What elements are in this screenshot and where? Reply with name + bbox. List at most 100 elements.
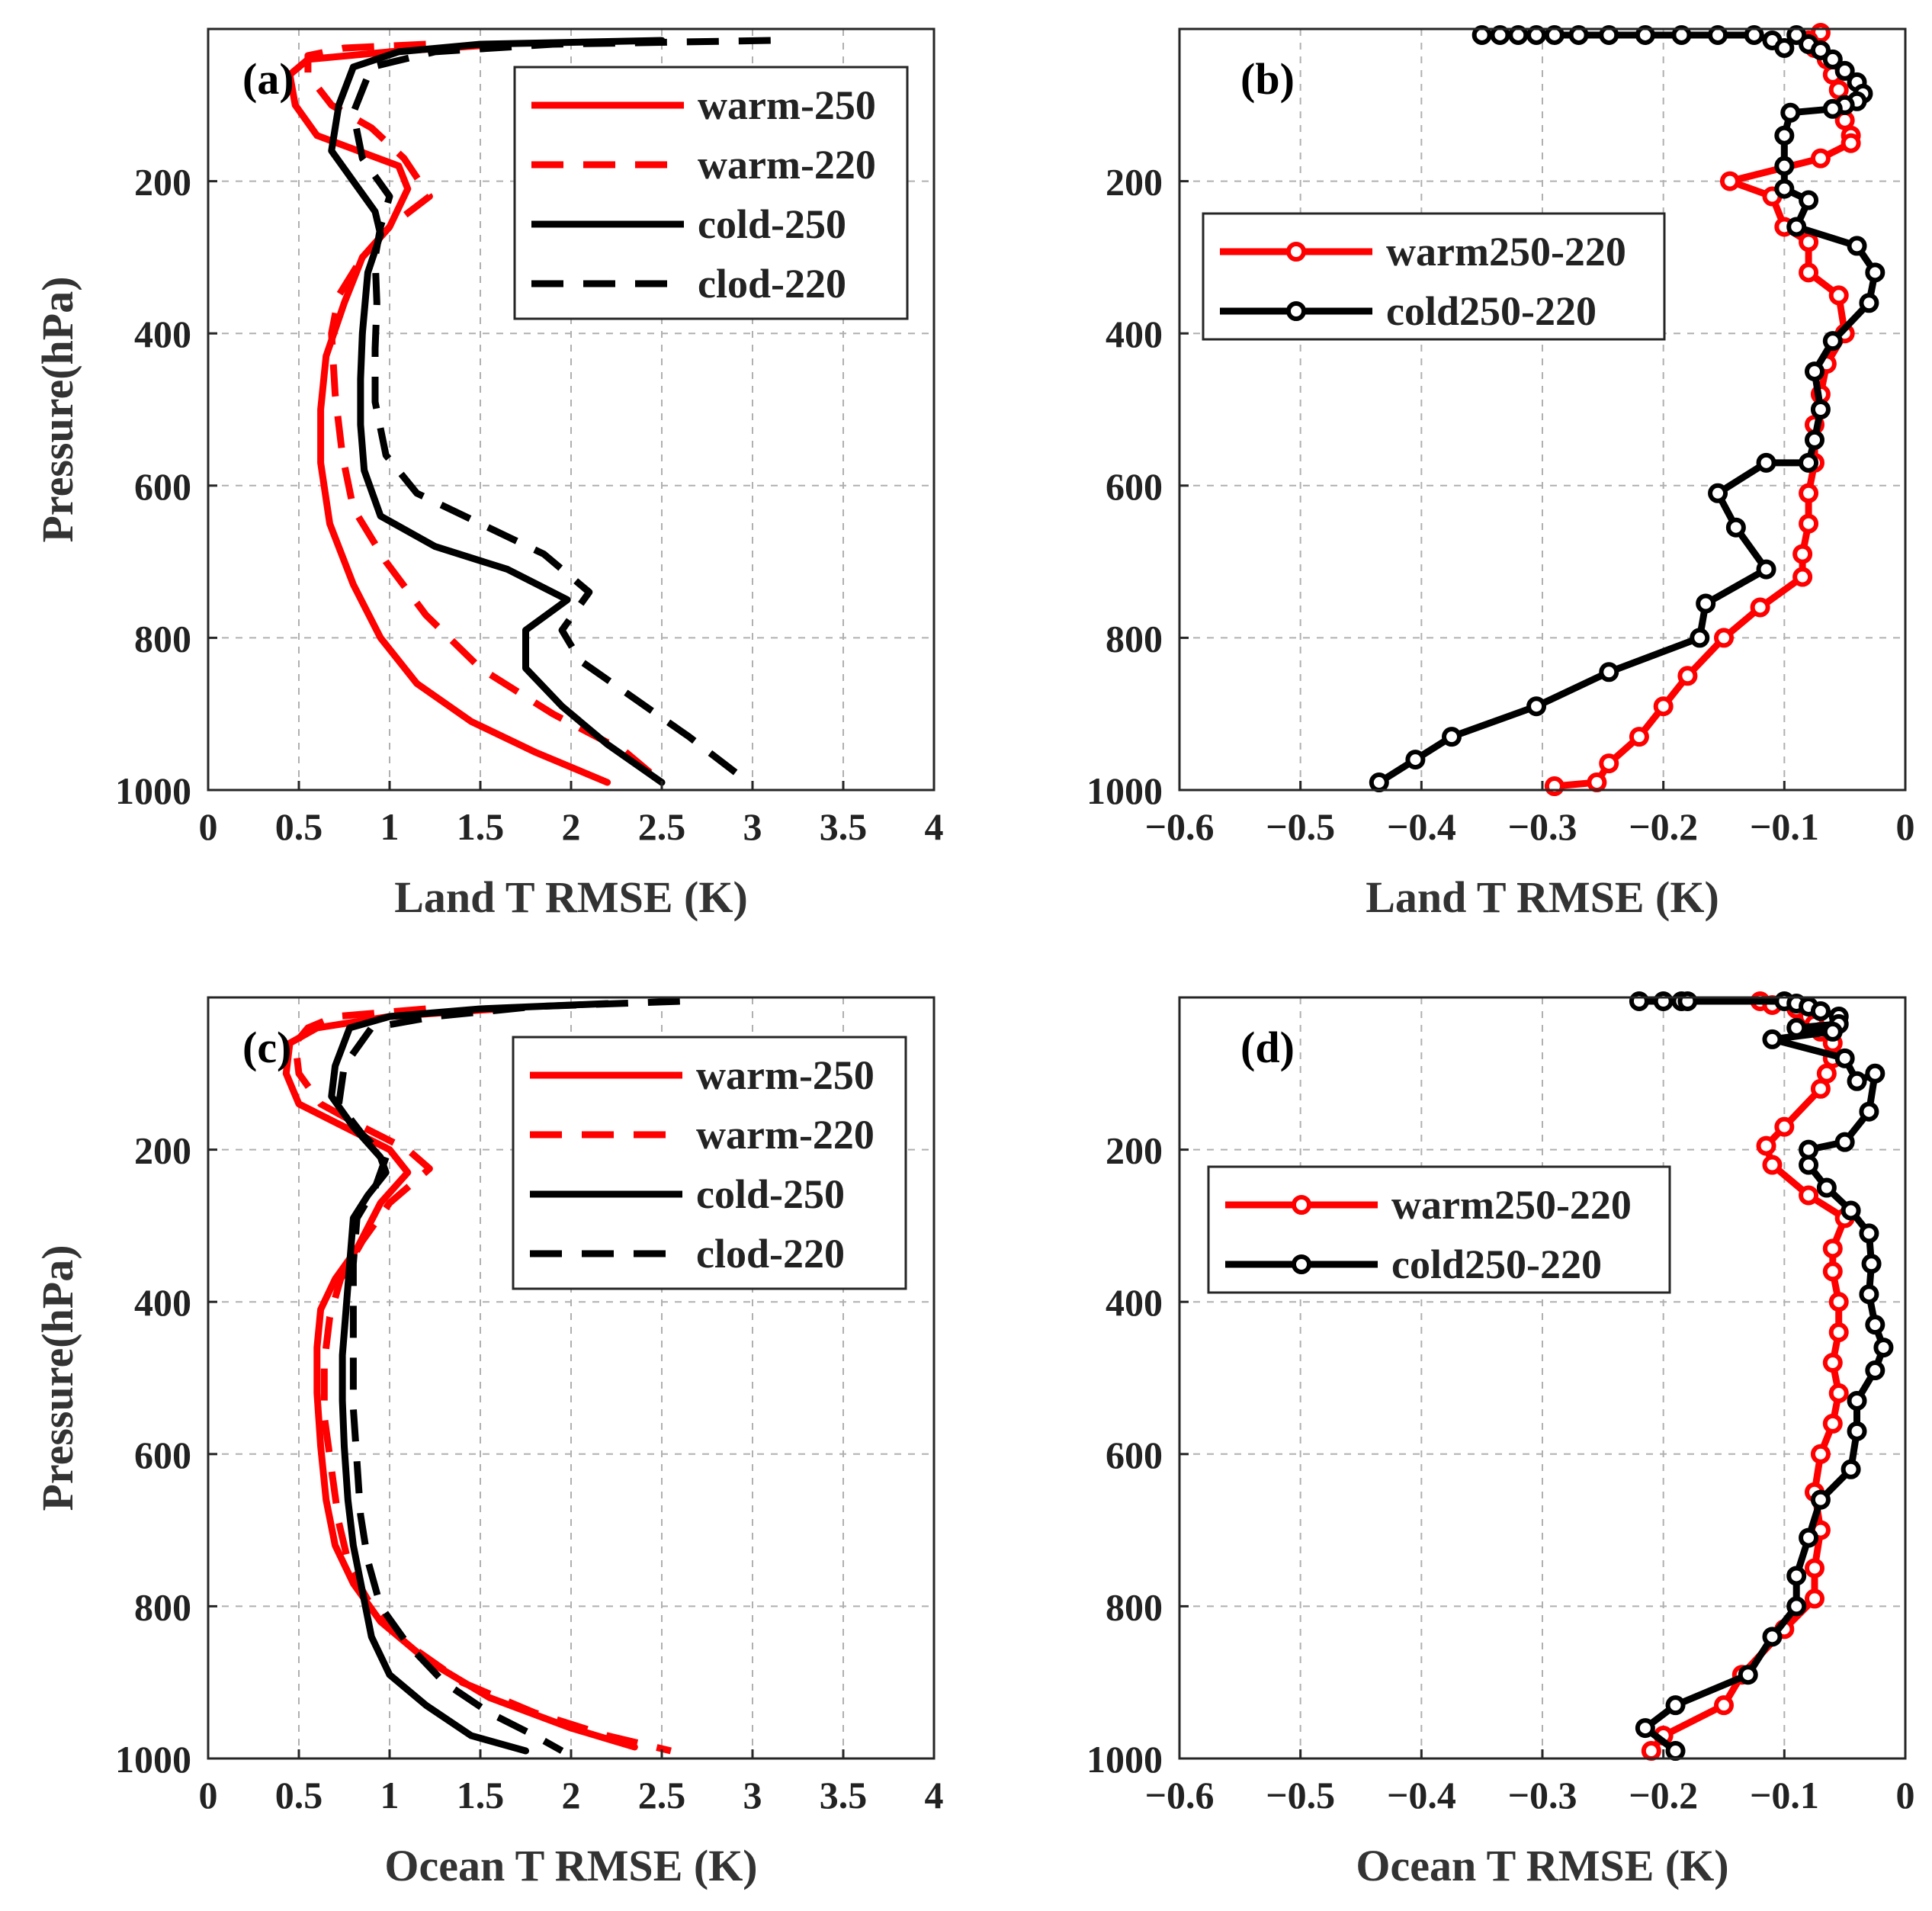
data-point	[1799, 262, 1819, 283]
x-tick-label: −0.2	[1629, 1774, 1698, 1816]
series-line-warm-250	[286, 40, 611, 786]
x-tick-label: 2.5	[638, 805, 686, 848]
legend-marker	[1292, 1254, 1311, 1274]
data-point	[1799, 483, 1819, 503]
data-point	[1810, 148, 1831, 169]
data-point	[1635, 1718, 1655, 1739]
data-point	[1822, 1261, 1843, 1282]
y-tick-label: 800	[134, 1585, 191, 1628]
legend-label: clod-220	[696, 1231, 845, 1277]
data-point	[1816, 1177, 1837, 1198]
series-line-cold-250	[328, 37, 666, 786]
legend-box	[1207, 1165, 1671, 1294]
data-point	[1526, 24, 1547, 45]
legend-label: cold-250	[696, 1171, 845, 1217]
data-point	[1828, 1292, 1849, 1312]
y-tick-label: 800	[1106, 617, 1163, 660]
panel-label: (b)	[1240, 54, 1295, 104]
legend-label: warm-250	[698, 82, 876, 128]
panel-b: −0.6 −0.5 −0.4 −0.3 −0.2 −0.1 0 200 400 600 800 100…	[1086, 22, 1915, 922]
data-point	[1725, 517, 1746, 538]
data-point	[1799, 1155, 1819, 1175]
x-tick-label: −0.2	[1629, 805, 1698, 848]
x-tick-label: −0.3	[1508, 1774, 1577, 1816]
data-point	[1865, 1063, 1885, 1084]
data-point	[1641, 1741, 1661, 1762]
data-point	[1786, 1596, 1807, 1617]
y-tick-label: 1000	[1086, 1738, 1163, 1781]
data-point	[1847, 1421, 1867, 1441]
data-point	[1690, 628, 1710, 648]
x-axis-label: Ocean T RMSE (K)	[384, 1841, 757, 1890]
legend-label: warm-250	[696, 1052, 875, 1098]
x-tick-label: 0	[1896, 805, 1915, 848]
y-tick-label: 200	[134, 161, 191, 204]
data-point	[1774, 37, 1795, 58]
x-tick-label: 3.5	[820, 805, 868, 848]
series-line-warm-220	[304, 40, 664, 785]
data-point	[1471, 24, 1492, 45]
x-tick-label: −0.4	[1387, 805, 1456, 848]
data-point	[1822, 331, 1843, 352]
legend-label: warm250-220	[1391, 1182, 1632, 1228]
data-point	[1861, 1254, 1882, 1274]
y-tick-label: 400	[1106, 1281, 1163, 1324]
panel-a: 0 0.5 1 1.5 2 2.5 3 3.5 4 200 400 600 800 1000 Land T …	[33, 27, 944, 922]
series-line-cold-250	[328, 1000, 611, 1755]
data-point	[1841, 1200, 1861, 1221]
legend-marker	[1286, 242, 1306, 262]
data-point	[1847, 236, 1867, 256]
x-tick-label: 4	[925, 1774, 944, 1816]
data-point	[1774, 125, 1795, 146]
data-point	[1786, 1566, 1807, 1586]
legend-label: warm250-220	[1386, 229, 1626, 275]
legend-label: warm-220	[698, 142, 876, 188]
data-point	[1738, 1665, 1758, 1685]
x-tick-label: 4	[925, 805, 944, 848]
data-point	[1442, 727, 1462, 747]
x-tick-label: 2	[562, 1774, 581, 1816]
data-point	[1822, 98, 1843, 119]
x-tick-label: −0.3	[1508, 805, 1577, 848]
data-point	[1714, 1695, 1734, 1716]
x-tick-label: −0.6	[1145, 805, 1215, 848]
data-point	[1822, 1238, 1843, 1259]
y-axis-label: Pressure(hPa)	[33, 276, 82, 542]
legend-label: cold-250	[698, 201, 846, 247]
data-point	[1490, 24, 1510, 45]
data-point	[1859, 1223, 1879, 1244]
x-tick-label: 1	[380, 805, 400, 848]
x-tick-label: 3	[743, 1774, 762, 1816]
data-point	[1810, 1444, 1831, 1464]
data-point	[1810, 1000, 1831, 1021]
data-point	[1822, 1353, 1843, 1373]
data-point	[1847, 1390, 1867, 1411]
data-point	[1873, 1338, 1894, 1358]
data-point	[1786, 217, 1807, 237]
data-point	[1859, 1284, 1879, 1305]
x-tick-label: 3.5	[820, 1774, 868, 1816]
data-point	[1805, 1558, 1824, 1579]
legend-label: cold250-220	[1386, 288, 1597, 334]
data-point	[1714, 628, 1734, 648]
data-point	[1508, 24, 1529, 45]
data-point	[1822, 1021, 1843, 1042]
x-axis-label: Ocean T RMSE (K)	[1356, 1841, 1728, 1890]
data-point	[1568, 24, 1589, 45]
x-tick-label: −0.5	[1266, 1774, 1335, 1816]
data-point	[1708, 24, 1728, 45]
data-point	[1799, 452, 1819, 473]
x-tick-label: −0.1	[1750, 1774, 1819, 1816]
data-point	[1834, 1132, 1855, 1152]
panel-label: (c)	[242, 1023, 291, 1072]
data-point	[1841, 1459, 1861, 1479]
y-tick-label: 600	[134, 465, 191, 508]
x-tick-label: 0.5	[275, 1774, 323, 1816]
data-point	[1780, 102, 1801, 123]
data-point	[1599, 24, 1619, 45]
data-point	[1865, 1315, 1885, 1335]
x-tick-label: 0	[1896, 1774, 1915, 1816]
data-point	[1599, 753, 1619, 774]
data-point	[1799, 1527, 1819, 1548]
